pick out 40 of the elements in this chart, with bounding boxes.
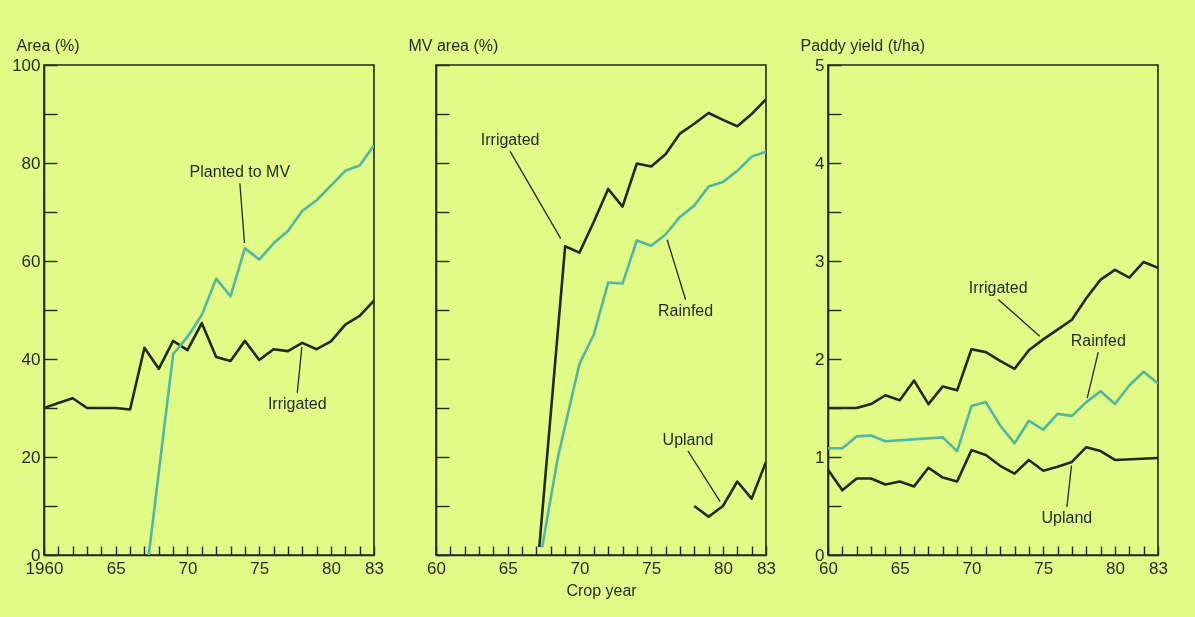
text: Irrigated (968, 279, 1028, 297)
x-tick-label: 65 (106, 558, 126, 578)
text: Irrigated (480, 131, 540, 149)
line-series (828, 370, 1158, 453)
text: Irrigated (267, 394, 327, 412)
x-tick-label: 80 (714, 558, 733, 578)
x-tick-label: 80 (322, 558, 341, 578)
y-axis-title: Paddy yield (t/ha) (800, 36, 926, 54)
text: Rainfed (657, 301, 714, 319)
x-tick-label: 75 (250, 558, 270, 578)
x-tick-label: 70 (962, 558, 982, 578)
y-tick-label: 60 (21, 251, 41, 271)
series-label: Planted to MV (189, 163, 291, 181)
x-tick-label: 75 (642, 558, 662, 578)
line-series (147, 144, 374, 555)
y-tick-label: 20 (21, 447, 41, 467)
text: Upland (1041, 508, 1093, 526)
x-tick-label: 65 (890, 558, 910, 578)
text: Upland (662, 431, 714, 448)
x-tick-label: 83 (365, 558, 384, 578)
y-tick-label: 40 (21, 349, 41, 369)
x-tick-label: 70 (178, 558, 198, 578)
x-tick-label: 70 (570, 558, 590, 578)
series-label: Rainfed (1070, 332, 1126, 350)
y-tick-label: 5 (815, 55, 825, 75)
x-tick-label: 75 (1034, 558, 1054, 578)
x-tick-label: 83 (1149, 558, 1168, 578)
x-tick-label: 60 (427, 558, 446, 578)
y-tick-label: 1 (815, 447, 825, 467)
x-tick-label: 80 (1106, 558, 1125, 578)
y-tick-label: 4 (815, 153, 825, 173)
y-axis-title: MV area (%) (408, 36, 499, 54)
x-tick-label: 83 (757, 558, 776, 578)
y-tick-label: 80 (21, 153, 41, 173)
y-tick-label: 3 (815, 251, 825, 271)
y-tick-label: 100 (12, 55, 41, 75)
x-axis-title: Crop year (566, 581, 638, 599)
y-axis-title: Area (%) (16, 36, 80, 54)
y-tick-label: 2 (815, 349, 825, 369)
x-tick-label: 65 (498, 558, 518, 578)
